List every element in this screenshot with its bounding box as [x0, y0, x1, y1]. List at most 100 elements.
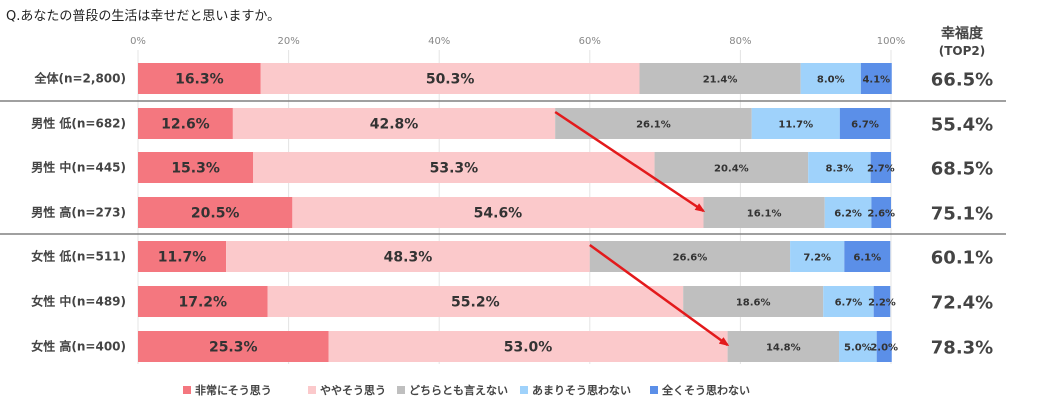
data-label: 21.4% [703, 75, 738, 86]
bar-segment [138, 286, 268, 317]
data-label: 4.1% [862, 75, 890, 86]
bar-segment [226, 241, 590, 272]
x-tick-label: 40% [428, 36, 450, 47]
data-label: 11.7% [778, 120, 813, 131]
data-label: 16.3% [175, 72, 224, 88]
bar-segment [727, 331, 840, 362]
data-label: 2.2% [868, 298, 896, 309]
bar-segment [823, 286, 874, 317]
legend-item: 全くそう思わない [650, 383, 750, 397]
data-label: 17.2% [178, 295, 227, 311]
legend-label: どちらとも言えない [409, 383, 508, 397]
bar-segment [654, 152, 809, 183]
bar-segment [683, 286, 824, 317]
bar-segment [267, 286, 684, 317]
legend-label: あまりそう思わない [532, 384, 631, 397]
data-label: 18.6% [736, 298, 771, 309]
data-label: 15.3% [171, 161, 220, 177]
bar-segment [871, 197, 891, 228]
legend-item: ややそう思う [308, 384, 386, 397]
x-tick-label: 0% [130, 36, 146, 47]
bar-row: 女性 低(n=511) 11.7% 48.3% 26.6% 7.2% 6.1% 60.1% [31, 241, 993, 272]
legend-item: 非常にそう思う [183, 383, 272, 397]
bar-row: 男性 高(n=273) 20.5% 54.6% 16.1% 6.2% 2.6% 75.1% [31, 197, 993, 228]
bar-segment [790, 241, 845, 272]
bar-segment [839, 108, 891, 139]
bar-segment [138, 152, 254, 183]
bar-segment [589, 241, 791, 272]
arrows-layer [554, 110, 730, 347]
legend-item: どちらとも言えない [397, 383, 508, 397]
top2-value: 78.3% [931, 338, 993, 359]
legend-swatch [520, 386, 528, 394]
bar-row: 男性 低(n=682) 12.6% 42.8% 26.1% 11.7% 6.7% 55.4% [31, 108, 993, 139]
data-label: 14.8% [766, 343, 801, 354]
data-label: 42.8% [370, 117, 419, 133]
data-label: 5.0% [844, 343, 872, 354]
bar-segment [260, 63, 640, 94]
top2-value: 68.5% [931, 159, 993, 180]
bar-segment [138, 63, 261, 94]
data-label: 53.0% [504, 340, 553, 356]
data-label: 53.3% [430, 161, 479, 177]
bar-segment [876, 331, 892, 362]
data-label: 8.0% [817, 75, 845, 86]
bar-row: 男性 中(n=445) 15.3% 53.3% 20.4% 8.3% 2.7% 68.5% [31, 152, 993, 183]
bar-row: 女性 高(n=400) 25.3% 53.0% 14.8% 5.0%2.0% 78.3% [31, 331, 993, 362]
row-label: 男性 低(n=682) [31, 116, 126, 131]
data-label: 6.1% [853, 253, 881, 264]
row-label: 女性 中(n=489) [31, 294, 126, 309]
top2-value: 72.4% [931, 293, 993, 314]
legend-swatch [183, 386, 191, 394]
legend-swatch [650, 386, 658, 394]
legend-label: ややそう思う [320, 384, 386, 397]
data-label: 26.6% [673, 253, 708, 264]
bar-segment [839, 331, 877, 362]
bar-segment [138, 108, 233, 139]
row-label: 全体(n=2,800) [33, 71, 126, 86]
data-label: 6.7% [851, 120, 879, 131]
data-label: 26.1% [636, 120, 671, 131]
data-label: 25.3% [209, 340, 258, 356]
data-label: 12.6% [161, 117, 210, 133]
top2-value: 66.5% [931, 70, 993, 91]
bar-segment [138, 241, 227, 272]
bar-segment [870, 152, 891, 183]
data-label: 50.3% [426, 72, 475, 88]
bar-segment [844, 241, 891, 272]
legend-swatch [397, 386, 405, 394]
data-label: 54.6% [474, 206, 523, 222]
top2-value: 75.1% [931, 204, 993, 225]
bar-row: 女性 中(n=489) 17.2% 55.2% 18.6% 6.7% 2.2% 72.4% [31, 286, 993, 317]
question-title: Q.あなたの普段の生活は幸せだと思いますか。 [6, 9, 280, 24]
data-label: 2.6% [867, 209, 895, 220]
bar-segment [824, 197, 872, 228]
x-tick-label: 20% [277, 36, 299, 47]
data-label: 55.2% [451, 295, 500, 311]
data-label: 20.5% [191, 206, 240, 222]
data-label: 2.0% [870, 343, 898, 354]
data-label: 6.2% [834, 209, 862, 220]
top2-subheader: (TOP2) [939, 44, 986, 58]
bar-segment [138, 331, 329, 362]
data-label: 7.2% [803, 253, 831, 264]
bar-segment [639, 63, 801, 94]
legend-label: 全くそう思わない [661, 383, 750, 397]
bar-segment [138, 197, 293, 228]
legend: 非常にそう思う ややそう思う どちらとも言えない あまりそう思わない 全くそう思わない [183, 383, 750, 397]
top2-header: 幸福度 [941, 25, 984, 42]
legend-swatch [308, 386, 316, 394]
top2-value: 55.4% [931, 115, 993, 136]
x-tick-label: 100% [877, 36, 906, 47]
row-label: 男性 中(n=445) [31, 160, 126, 175]
data-label: 48.3% [384, 250, 433, 266]
top2-value: 60.1% [931, 248, 993, 269]
row-label: 女性 高(n=400) [31, 339, 126, 354]
data-label: 11.7% [158, 250, 207, 266]
data-label: 16.1% [747, 209, 782, 220]
bar-row: 全体(n=2,800) 16.3% 50.3% 21.4% 8.0% 4.1% 66.5% [33, 63, 993, 94]
data-label: 6.7% [835, 298, 863, 309]
data-label: 8.3% [826, 164, 854, 175]
x-tick-label: 80% [729, 36, 751, 47]
